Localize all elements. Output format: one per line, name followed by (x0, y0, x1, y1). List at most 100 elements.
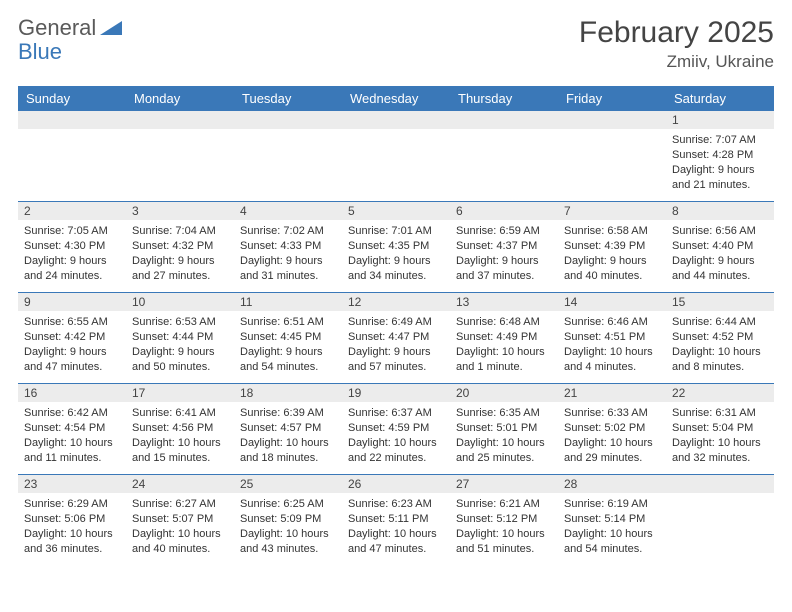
day-number: 2 (18, 202, 126, 220)
day-cell (18, 129, 126, 201)
day-cell: Sunrise: 7:02 AMSunset: 4:33 PMDaylight:… (234, 220, 342, 292)
day-info: Sunrise: 6:41 AMSunset: 4:56 PMDaylight:… (132, 406, 228, 465)
day-number: 15 (666, 293, 774, 311)
day-info: Sunrise: 6:29 AMSunset: 5:06 PMDaylight:… (24, 497, 120, 556)
day-info: Sunrise: 6:33 AMSunset: 5:02 PMDaylight:… (564, 406, 660, 465)
day-number: 1 (666, 111, 774, 129)
weekday-label: Sunday (18, 86, 126, 111)
day-cell: Sunrise: 6:25 AMSunset: 5:09 PMDaylight:… (234, 493, 342, 565)
week-row: Sunrise: 7:07 AMSunset: 4:28 PMDaylight:… (18, 129, 774, 202)
day-info: Sunrise: 6:48 AMSunset: 4:49 PMDaylight:… (456, 315, 552, 374)
day-number: 11 (234, 293, 342, 311)
day-number: 20 (450, 384, 558, 402)
day-cell: Sunrise: 6:35 AMSunset: 5:01 PMDaylight:… (450, 402, 558, 474)
day-number: 5 (342, 202, 450, 220)
calendar: Sunday Monday Tuesday Wednesday Thursday… (18, 86, 774, 565)
day-number (450, 111, 558, 129)
day-cell: Sunrise: 6:41 AMSunset: 4:56 PMDaylight:… (126, 402, 234, 474)
day-info: Sunrise: 6:49 AMSunset: 4:47 PMDaylight:… (348, 315, 444, 374)
week-row: Sunrise: 6:29 AMSunset: 5:06 PMDaylight:… (18, 493, 774, 565)
day-cell: Sunrise: 7:07 AMSunset: 4:28 PMDaylight:… (666, 129, 774, 201)
day-number: 8 (666, 202, 774, 220)
title-block: February 2025 Zmiiv, Ukraine (579, 16, 774, 72)
brand-part1: General (18, 15, 96, 40)
day-cell: Sunrise: 6:42 AMSunset: 4:54 PMDaylight:… (18, 402, 126, 474)
logo-triangle-icon (100, 15, 122, 40)
weekday-label: Wednesday (342, 86, 450, 111)
day-number: 14 (558, 293, 666, 311)
day-info: Sunrise: 6:55 AMSunset: 4:42 PMDaylight:… (24, 315, 120, 374)
day-cell (450, 129, 558, 201)
day-cell: Sunrise: 6:53 AMSunset: 4:44 PMDaylight:… (126, 311, 234, 383)
week-row: Sunrise: 7:05 AMSunset: 4:30 PMDaylight:… (18, 220, 774, 293)
brand-logo: General Blue (18, 16, 122, 64)
day-number (18, 111, 126, 129)
weeks-container: 1 Sunrise: 7:07 AMSunset: 4:28 PMDaylight… (18, 111, 774, 565)
day-number: 9 (18, 293, 126, 311)
day-number-row: 1 (18, 111, 774, 129)
day-number: 7 (558, 202, 666, 220)
day-number-row: 9101112131415 (18, 293, 774, 311)
day-cell: Sunrise: 6:49 AMSunset: 4:47 PMDaylight:… (342, 311, 450, 383)
location-label: Zmiiv, Ukraine (579, 52, 774, 72)
week-row: Sunrise: 6:55 AMSunset: 4:42 PMDaylight:… (18, 311, 774, 384)
day-number: 24 (126, 475, 234, 493)
brand-text: General Blue (18, 16, 122, 64)
day-info: Sunrise: 7:05 AMSunset: 4:30 PMDaylight:… (24, 224, 120, 283)
day-number: 26 (342, 475, 450, 493)
day-cell (342, 129, 450, 201)
day-number-row: 2345678 (18, 202, 774, 220)
day-info: Sunrise: 7:07 AMSunset: 4:28 PMDaylight:… (672, 133, 768, 192)
day-info: Sunrise: 6:19 AMSunset: 5:14 PMDaylight:… (564, 497, 660, 556)
day-number (342, 111, 450, 129)
day-info: Sunrise: 6:44 AMSunset: 4:52 PMDaylight:… (672, 315, 768, 374)
day-info: Sunrise: 7:02 AMSunset: 4:33 PMDaylight:… (240, 224, 336, 283)
day-cell: Sunrise: 6:55 AMSunset: 4:42 PMDaylight:… (18, 311, 126, 383)
weekday-label: Friday (558, 86, 666, 111)
day-cell: Sunrise: 6:19 AMSunset: 5:14 PMDaylight:… (558, 493, 666, 565)
day-info: Sunrise: 6:25 AMSunset: 5:09 PMDaylight:… (240, 497, 336, 556)
weekday-label: Monday (126, 86, 234, 111)
month-title: February 2025 (579, 16, 774, 50)
day-cell: Sunrise: 7:04 AMSunset: 4:32 PMDaylight:… (126, 220, 234, 292)
weekday-label: Saturday (666, 86, 774, 111)
day-cell: Sunrise: 7:05 AMSunset: 4:30 PMDaylight:… (18, 220, 126, 292)
day-cell: Sunrise: 6:29 AMSunset: 5:06 PMDaylight:… (18, 493, 126, 565)
day-number (126, 111, 234, 129)
day-number: 16 (18, 384, 126, 402)
brand-part2: Blue (18, 39, 62, 64)
day-number: 6 (450, 202, 558, 220)
weekday-label: Tuesday (234, 86, 342, 111)
header: General Blue February 2025 Zmiiv, Ukrain… (18, 16, 774, 72)
day-info: Sunrise: 7:04 AMSunset: 4:32 PMDaylight:… (132, 224, 228, 283)
day-info: Sunrise: 6:42 AMSunset: 4:54 PMDaylight:… (24, 406, 120, 465)
day-info: Sunrise: 7:01 AMSunset: 4:35 PMDaylight:… (348, 224, 444, 283)
day-number: 27 (450, 475, 558, 493)
day-info: Sunrise: 6:58 AMSunset: 4:39 PMDaylight:… (564, 224, 660, 283)
day-number: 17 (126, 384, 234, 402)
day-cell (558, 129, 666, 201)
day-number: 10 (126, 293, 234, 311)
day-cell: Sunrise: 6:33 AMSunset: 5:02 PMDaylight:… (558, 402, 666, 474)
day-cell: Sunrise: 6:44 AMSunset: 4:52 PMDaylight:… (666, 311, 774, 383)
day-info: Sunrise: 6:21 AMSunset: 5:12 PMDaylight:… (456, 497, 552, 556)
day-cell: Sunrise: 6:48 AMSunset: 4:49 PMDaylight:… (450, 311, 558, 383)
day-number: 4 (234, 202, 342, 220)
day-number-row: 16171819202122 (18, 384, 774, 402)
day-number (558, 111, 666, 129)
day-info: Sunrise: 6:27 AMSunset: 5:07 PMDaylight:… (132, 497, 228, 556)
day-number: 18 (234, 384, 342, 402)
day-cell: Sunrise: 6:31 AMSunset: 5:04 PMDaylight:… (666, 402, 774, 474)
day-info: Sunrise: 6:31 AMSunset: 5:04 PMDaylight:… (672, 406, 768, 465)
day-cell: Sunrise: 6:58 AMSunset: 4:39 PMDaylight:… (558, 220, 666, 292)
day-number (234, 111, 342, 129)
day-cell (234, 129, 342, 201)
day-number: 12 (342, 293, 450, 311)
day-cell (126, 129, 234, 201)
day-info: Sunrise: 6:56 AMSunset: 4:40 PMDaylight:… (672, 224, 768, 283)
day-number (666, 475, 774, 493)
day-number: 13 (450, 293, 558, 311)
day-info: Sunrise: 6:53 AMSunset: 4:44 PMDaylight:… (132, 315, 228, 374)
day-number: 28 (558, 475, 666, 493)
day-cell: Sunrise: 7:01 AMSunset: 4:35 PMDaylight:… (342, 220, 450, 292)
